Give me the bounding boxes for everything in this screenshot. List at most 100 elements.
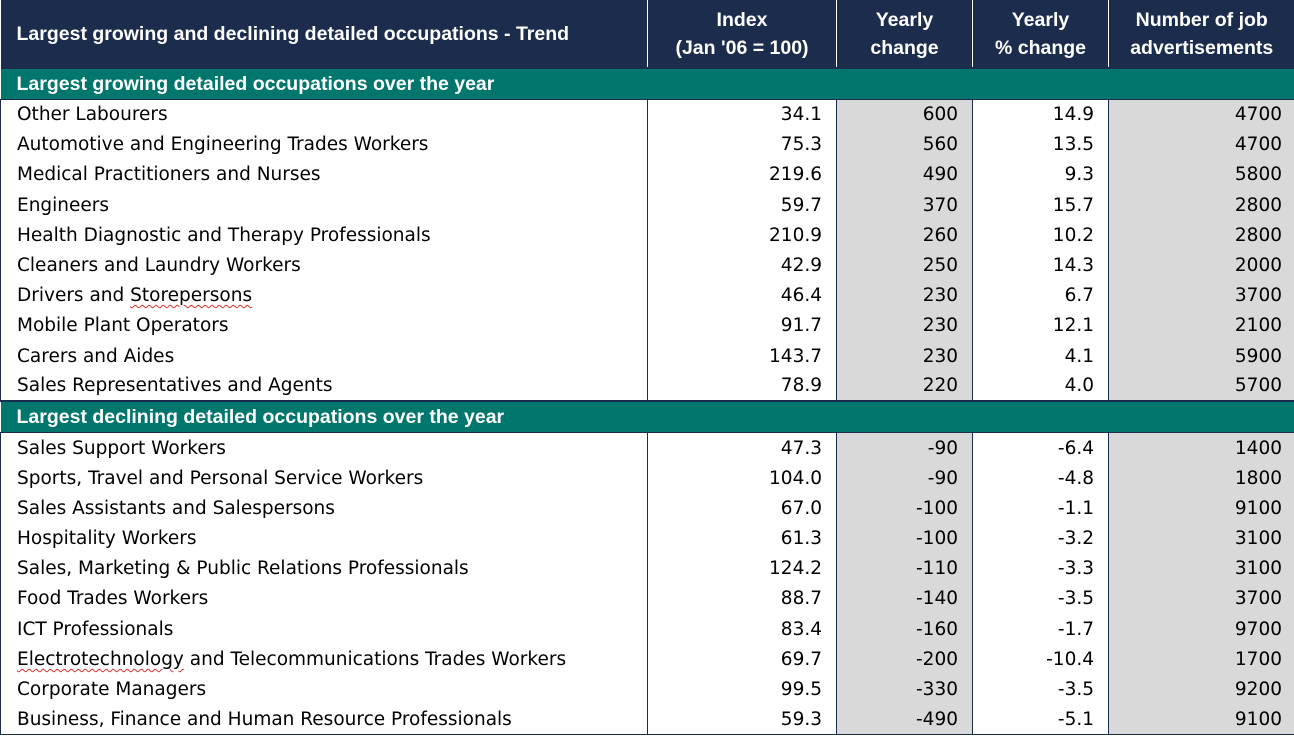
index-cell: 47.3 <box>647 432 837 464</box>
index-cell: 83.4 <box>647 614 837 645</box>
job-ads-cell: 2800 <box>1108 190 1294 221</box>
occupation-cell: Mobile Plant Operators <box>0 310 648 341</box>
col-header-yearly-pct-line2: % change <box>994 36 1087 59</box>
index-cell: 143.7 <box>647 341 837 372</box>
yearly-pct-change-cell: 14.3 <box>972 250 1109 281</box>
index-cell: 59.7 <box>647 190 837 221</box>
job-ads-cell: 3100 <box>1108 523 1294 554</box>
table-row: Drivers and Storepersons 46.4 230 6.7 37… <box>0 280 1294 311</box>
index-cell: 210.9 <box>647 220 837 251</box>
job-ads-cell: 2800 <box>1108 220 1294 251</box>
col-header-yearly-change-line1: Yearly <box>875 8 934 31</box>
yearly-change-cell: -90 <box>836 432 973 464</box>
occupation-cell: Electrotechnology and Telecommunications… <box>0 644 648 675</box>
yearly-change-cell: 230 <box>836 310 973 341</box>
index-cell: 34.1 <box>647 99 837 130</box>
table-row: Automotive and Engineering Trades Worker… <box>0 129 1294 160</box>
table-row: Cleaners and Laundry Workers 42.9 250 14… <box>0 250 1294 281</box>
yearly-pct-change-cell: 6.7 <box>972 280 1109 311</box>
col-header-index-line1: Index <box>716 8 768 31</box>
yearly-change-cell: 250 <box>836 250 973 281</box>
table-row: Medical Practitioners and Nurses 219.6 4… <box>0 159 1294 191</box>
table-row: Sales Assistants and Salespersons 67.0 -… <box>0 493 1294 524</box>
yearly-change-cell: 230 <box>836 341 973 372</box>
table-row: Health Diagnostic and Therapy Profession… <box>0 220 1294 251</box>
yearly-change-cell: 260 <box>836 220 973 251</box>
job-ads-cell: 2100 <box>1108 310 1294 341</box>
job-ads-cell: 9100 <box>1108 704 1294 736</box>
yearly-change-cell: 230 <box>836 280 973 311</box>
yearly-change-cell: -110 <box>836 553 973 584</box>
index-cell: 99.5 <box>647 674 837 705</box>
index-cell: 91.7 <box>647 310 837 341</box>
yearly-change-cell: -100 <box>836 493 973 524</box>
index-cell: 104.0 <box>647 463 837 494</box>
job-ads-cell: 1400 <box>1108 432 1294 464</box>
job-ads-cell: 5900 <box>1108 341 1294 372</box>
index-cell: 219.6 <box>647 159 837 191</box>
table-row: Mobile Plant Operators 91.7 230 12.1 210… <box>0 310 1294 341</box>
occupation-cell: Carers and Aides <box>0 341 648 372</box>
occupation-cell: Sales Assistants and Salespersons <box>0 493 648 524</box>
spellcheck-flagged-word[interactable]: Electrotechnology <box>17 648 184 670</box>
yearly-pct-change-cell: -1.1 <box>972 493 1109 524</box>
table-row: Hospitality Workers 61.3 -100 -3.2 3100 <box>0 523 1294 554</box>
job-ads-cell: 3700 <box>1108 583 1294 614</box>
index-cell: 59.3 <box>647 704 837 736</box>
index-cell: 124.2 <box>647 553 837 584</box>
yearly-pct-change-cell: 15.7 <box>972 190 1109 221</box>
table-row: Other Labourers 34.1 600 14.9 4700 <box>0 99 1294 130</box>
occupation-text-rest: and Telecommunications Trades Workers <box>183 648 567 670</box>
yearly-pct-change-cell: -3.3 <box>972 553 1109 584</box>
col-header-yearly-change: Yearly change <box>836 0 973 68</box>
yearly-change-cell: -90 <box>836 463 973 494</box>
col-header-index-line2: (Jan '06 = 100) <box>675 36 809 59</box>
occupation-cell: Automotive and Engineering Trades Worker… <box>0 129 648 160</box>
header-row: Largest growing and declining detailed o… <box>0 0 1294 68</box>
occupation-cell: Sales Representatives and Agents <box>0 371 648 402</box>
col-header-yearly-change-line2: change <box>870 36 939 59</box>
job-ads-cell: 9700 <box>1108 614 1294 645</box>
job-ads-cell: 5800 <box>1108 159 1294 191</box>
occupation-cell: Sales, Marketing & Public Relations Prof… <box>0 553 648 584</box>
yearly-change-cell: 220 <box>836 371 973 402</box>
spellcheck-flagged-word[interactable]: Storepersons <box>130 285 253 307</box>
table-row: Food Trades Workers 88.7 -140 -3.5 3700 <box>0 583 1294 614</box>
index-cell: 78.9 <box>647 371 837 402</box>
yearly-pct-change-cell: 4.1 <box>972 341 1109 372</box>
index-cell: 75.3 <box>647 129 837 160</box>
table-row: Electrotechnology and Telecommunications… <box>0 644 1294 675</box>
yearly-pct-change-cell: -3.5 <box>972 583 1109 614</box>
yearly-pct-change-cell: -3.2 <box>972 523 1109 554</box>
table-row: Sales Representatives and Agents 78.9 22… <box>0 371 1294 402</box>
job-ads-cell: 1800 <box>1108 463 1294 494</box>
index-cell: 67.0 <box>647 493 837 524</box>
col-header-yearly-pct-line1: Yearly <box>1011 8 1070 31</box>
index-cell: 42.9 <box>647 250 837 281</box>
table-row: ICT Professionals 83.4 -160 -1.7 9700 <box>0 614 1294 645</box>
occupation-cell: Health Diagnostic and Therapy Profession… <box>0 220 648 251</box>
yearly-change-cell: 560 <box>836 129 973 160</box>
col-header-job-ads: Number of job advertisements <box>1108 0 1294 68</box>
yearly-pct-change-cell: 14.9 <box>972 99 1109 130</box>
index-cell: 88.7 <box>647 583 837 614</box>
yearly-pct-change-cell: -6.4 <box>972 432 1109 464</box>
table-row: Sports, Travel and Personal Service Work… <box>0 463 1294 494</box>
section-label-declining: Largest declining detailed occupations o… <box>0 400 1294 434</box>
job-ads-cell: 9100 <box>1108 493 1294 524</box>
yearly-change-cell: -160 <box>836 614 973 645</box>
job-ads-cell: 5700 <box>1108 371 1294 402</box>
table-row: Business, Finance and Human Resource Pro… <box>0 704 1294 736</box>
occupation-text: Drivers and <box>17 285 131 307</box>
index-cell: 61.3 <box>647 523 837 554</box>
occupation-cell: Engineers <box>0 190 648 221</box>
occupation-cell: Corporate Managers <box>0 674 648 705</box>
occupation-cell: Hospitality Workers <box>0 523 648 554</box>
yearly-pct-change-cell: 12.1 <box>972 310 1109 341</box>
yearly-change-cell: 600 <box>836 99 973 130</box>
yearly-change-cell: -140 <box>836 583 973 614</box>
yearly-pct-change-cell: 4.0 <box>972 371 1109 402</box>
yearly-pct-change-cell: 10.2 <box>972 220 1109 251</box>
yearly-change-cell: 490 <box>836 159 973 191</box>
